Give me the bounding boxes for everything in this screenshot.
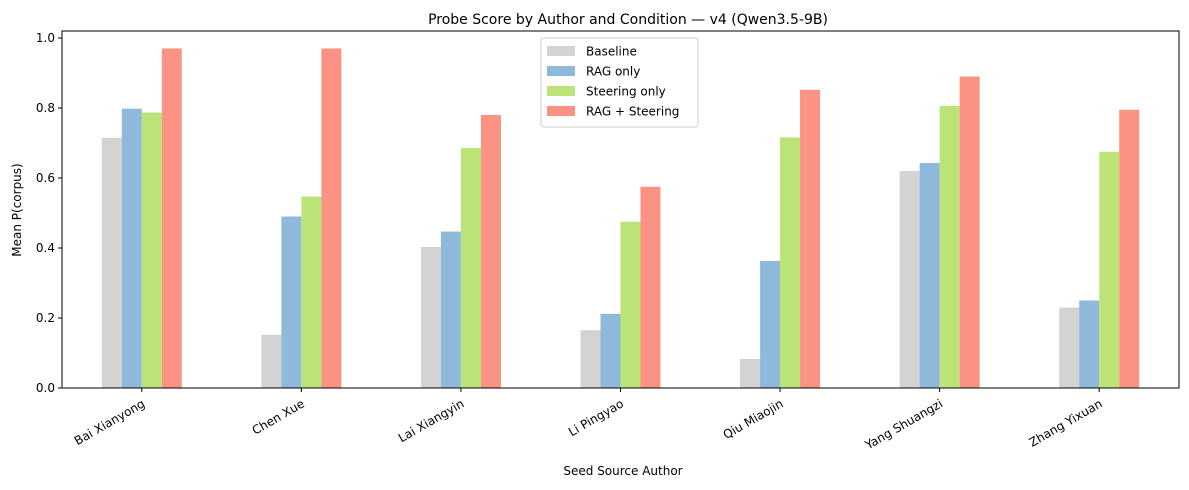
- bar-baseline-5: [899, 171, 920, 388]
- bar-baseline-3: [580, 330, 601, 388]
- bar-baseline-2: [420, 246, 441, 388]
- y-tick-label: 0.4: [36, 241, 55, 255]
- bar-rag-steering-2: [480, 115, 501, 388]
- legend-label: RAG + Steering: [586, 105, 679, 119]
- legend-swatch: [547, 106, 575, 116]
- legend-label: RAG only: [586, 65, 640, 79]
- legend-swatch: [547, 46, 575, 56]
- x-tick-label: Bai Xianyong: [72, 396, 147, 448]
- bar-steering-only-0: [141, 112, 162, 389]
- bar-rag-only-5: [919, 162, 940, 388]
- bar-steering-only-1: [301, 196, 322, 388]
- chart-title: Probe Score by Author and Condition — v4…: [428, 12, 828, 28]
- bar-steering-only-3: [620, 221, 641, 388]
- x-tick-label: Chen Xue: [250, 396, 307, 437]
- x-axis-label: Seed Source Author: [563, 464, 682, 478]
- x-tick-label: Li Pingyao: [566, 396, 626, 439]
- legend-swatch: [547, 66, 575, 76]
- y-tick-label: 0.6: [36, 171, 55, 185]
- legend-box: [540, 37, 699, 128]
- legend-label: Steering only: [586, 85, 666, 99]
- x-tick-label: Qiu Miaojin: [721, 396, 786, 442]
- bar-baseline-6: [1059, 307, 1080, 388]
- bar-rag-steering-4: [800, 89, 821, 389]
- bar-rag-steering-1: [321, 48, 342, 388]
- bar-rag-only-3: [600, 313, 621, 388]
- bar-rag-steering-0: [161, 48, 182, 388]
- y-tick-label: 0.0: [36, 381, 55, 395]
- legend-label: Baseline: [586, 45, 637, 59]
- bar-rag-only-1: [281, 216, 302, 388]
- bar-steering-only-5: [939, 105, 960, 389]
- x-tick-label: Zhang Yixuan: [1027, 396, 1105, 449]
- bar-steering-only-2: [460, 147, 481, 388]
- bar-steering-only-4: [780, 137, 801, 388]
- bar-baseline-4: [740, 358, 761, 388]
- bar-rag-steering-3: [640, 186, 661, 388]
- bar-baseline-1: [261, 334, 282, 388]
- legend: Baseline RAG only Steering only RAG + Steer…: [540, 37, 699, 128]
- x-tick-label: Yang Shuangzi: [862, 396, 945, 452]
- bar-rag-only-6: [1079, 300, 1100, 388]
- legend-swatch: [547, 86, 575, 96]
- bar-rag-only-0: [121, 108, 142, 388]
- bar-steering-only-6: [1099, 151, 1120, 388]
- bar-rag-only-4: [760, 260, 781, 388]
- bar-rag-steering-5: [959, 76, 980, 388]
- bar-rag-steering-6: [1119, 109, 1140, 388]
- y-tick-label: 0.2: [36, 311, 55, 325]
- bar-baseline-0: [101, 137, 122, 388]
- bar-rag-only-2: [440, 231, 461, 388]
- y-tick-label: 0.8: [36, 101, 55, 115]
- x-tick-label: Lai Xiangyin: [396, 396, 467, 445]
- y-tick-label: 1.0: [36, 31, 55, 45]
- y-axis-label: Mean P(corpus): [10, 163, 24, 256]
